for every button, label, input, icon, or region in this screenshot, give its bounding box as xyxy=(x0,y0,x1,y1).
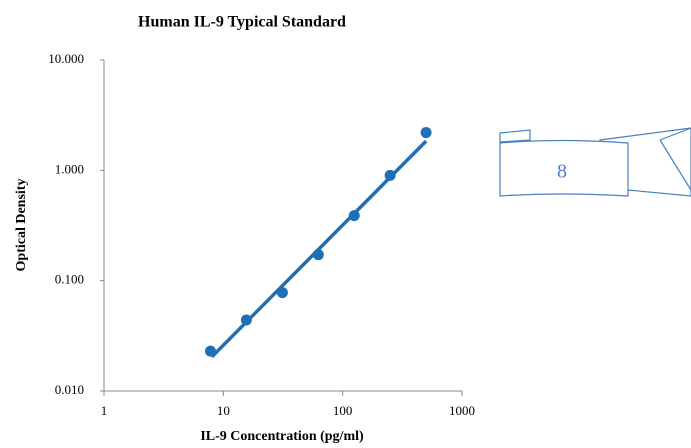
x-tick-label: 1 xyxy=(101,403,108,418)
x-axis-label: IL-9 Concentration (pg/ml) xyxy=(200,429,364,444)
x-tick-label: 1000 xyxy=(449,403,475,418)
ribbon xyxy=(499,127,691,197)
chart-title: Human IL-9 Typical Standard xyxy=(138,14,346,31)
data-point xyxy=(420,127,432,139)
ribbon-notch xyxy=(659,127,691,191)
data-point xyxy=(276,287,288,299)
y-tick-label: 1.000 xyxy=(55,161,84,176)
data-point xyxy=(312,249,324,261)
y-tick-label: 0.100 xyxy=(55,272,84,287)
y-axis-label: Optical Density xyxy=(14,179,29,272)
y-tick-label: 10.000 xyxy=(48,51,84,66)
y-tick-label: 0.010 xyxy=(55,382,84,397)
x-tick-label: 10 xyxy=(217,403,230,418)
page-number: 8 xyxy=(557,161,567,183)
x-tick-label: 100 xyxy=(333,403,353,418)
ribbon-body xyxy=(499,139,629,197)
data-point xyxy=(384,169,396,181)
ribbon-left-fold xyxy=(499,129,531,143)
data-point xyxy=(348,210,360,222)
data-point xyxy=(204,345,216,357)
data-point xyxy=(240,314,252,326)
